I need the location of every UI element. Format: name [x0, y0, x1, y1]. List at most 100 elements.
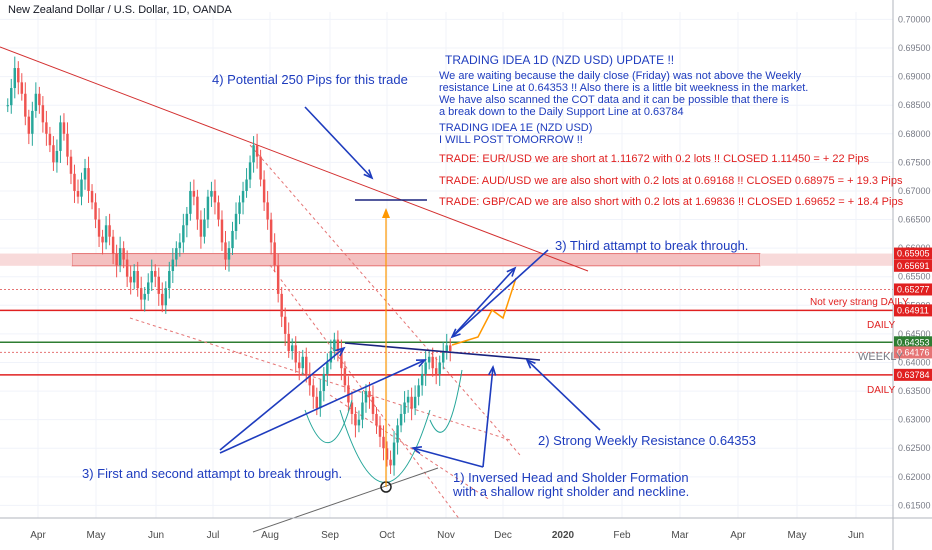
x-tick-label: Feb [613, 530, 631, 541]
candle-body [10, 88, 13, 106]
y-tick-label: 0.65500 [898, 272, 931, 282]
arrow-weekly-head [525, 358, 536, 369]
support-line [252, 467, 439, 533]
candle-body [69, 156, 73, 174]
candle-body [252, 145, 255, 163]
candle-body [319, 391, 322, 409]
candle-body [80, 179, 83, 197]
candle-body [217, 202, 220, 220]
price-tag-label: 0.65691 [897, 261, 930, 271]
candle-body [371, 396, 375, 414]
candle-body [427, 356, 431, 363]
idea-title: TRADING IDEA 1D (NZD USD) UPDATE !! [445, 53, 675, 67]
candle-body [6, 105, 9, 107]
candle-body [31, 110, 34, 134]
candle-body [392, 442, 396, 466]
candle-body [312, 385, 315, 397]
candle-body [269, 219, 273, 243]
candle-body [245, 179, 248, 191]
candle-body [294, 345, 297, 363]
candle-body [364, 391, 368, 403]
y-tick-label: 0.69500 [898, 43, 931, 53]
candle-body [276, 265, 280, 294]
head-curve [339, 409, 431, 483]
y-tick-label: 0.61500 [898, 500, 931, 510]
neckline [344, 342, 541, 361]
candle-body [449, 345, 452, 352]
price-tag [894, 304, 932, 317]
candle-body [122, 248, 125, 260]
candle-body [248, 162, 252, 180]
candle-body [382, 436, 385, 449]
candle-body [280, 293, 283, 317]
candle-body [146, 282, 150, 294]
candle-body [424, 362, 427, 374]
channel-line [129, 317, 511, 441]
candle-body [399, 413, 403, 426]
x-tick-label: May [87, 530, 106, 541]
candle-body [132, 271, 136, 283]
y-tick-label: 0.67000 [898, 186, 931, 196]
arrow-potential-head [363, 169, 374, 180]
candle-body [125, 259, 129, 277]
y-axis-bg [893, 0, 932, 550]
candle-body [368, 391, 371, 397]
candle-body [354, 413, 357, 426]
candle-body [13, 68, 17, 89]
price-tag [894, 368, 932, 381]
candle-body [438, 362, 441, 374]
candle-body [273, 242, 276, 266]
x-tick-label: Aug [261, 530, 279, 541]
candle-body [90, 190, 94, 203]
candle-body [45, 122, 48, 134]
arrow-potential [304, 106, 373, 179]
resistance-zone-left [0, 253, 72, 266]
candle-body [403, 402, 406, 414]
candle-body [136, 271, 139, 289]
channel-line [269, 264, 461, 521]
candle-body [231, 230, 234, 249]
price-tag [894, 247, 932, 260]
candle-body [224, 242, 227, 260]
y-tick-label: 0.67500 [898, 157, 931, 167]
arrow-second-head [415, 359, 427, 368]
price-tag-label: 0.65905 [897, 249, 930, 259]
candle-body [290, 345, 294, 352]
y-tick-label: 0.62000 [898, 472, 931, 482]
y-tick-label: 0.70000 [898, 14, 931, 24]
arrow-ihs-left-head [411, 445, 423, 455]
candle-body [417, 385, 420, 397]
candle-body [27, 116, 31, 134]
candle-body [259, 156, 262, 180]
price-tag [894, 259, 932, 272]
annotation-ihs-1: 1) Inversed Head and Sholder Formation [453, 470, 689, 485]
candle-body [34, 93, 38, 111]
candle-body [357, 419, 361, 426]
price-tag [894, 283, 932, 296]
candle-body [375, 413, 378, 426]
candle-body [220, 219, 224, 243]
candle-body [406, 396, 410, 403]
candle-body [66, 133, 69, 157]
candle-body [441, 351, 445, 363]
candle-body [389, 459, 392, 466]
candle-body [17, 68, 20, 83]
arrow-second [219, 359, 426, 454]
y-tick-label: 0.68000 [898, 129, 931, 139]
candle-body [431, 356, 434, 369]
candle-body [76, 190, 80, 197]
candle-body [97, 219, 101, 237]
annotation-third-attempt: 3) Third attampt to break through. [555, 238, 749, 253]
label-not-strong-daily: Not very strang DAILY [810, 297, 909, 308]
candle-body [24, 93, 27, 117]
arrow-third-2 [451, 267, 516, 338]
price-tag [894, 346, 932, 359]
x-tick-label: Nov [437, 530, 455, 541]
x-tick-label: 2020 [552, 530, 575, 541]
annotation-first-second: 3) First and second attampt to break thr… [82, 466, 343, 481]
price-tag-label: 0.64911 [897, 305, 929, 315]
candle-body [73, 173, 76, 191]
candle-body [111, 236, 115, 254]
candle-body [161, 293, 164, 306]
